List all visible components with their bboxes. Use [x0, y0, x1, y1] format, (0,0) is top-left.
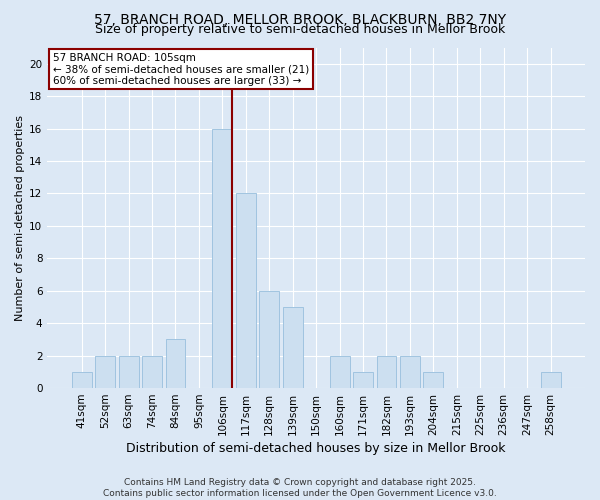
Bar — [541, 372, 560, 388]
Text: 57, BRANCH ROAD, MELLOR BROOK, BLACKBURN, BB2 7NY: 57, BRANCH ROAD, MELLOR BROOK, BLACKBURN… — [94, 12, 506, 26]
Text: Contains HM Land Registry data © Crown copyright and database right 2025.
Contai: Contains HM Land Registry data © Crown c… — [103, 478, 497, 498]
Bar — [119, 356, 139, 388]
Bar — [236, 194, 256, 388]
X-axis label: Distribution of semi-detached houses by size in Mellor Brook: Distribution of semi-detached houses by … — [127, 442, 506, 455]
Text: 57 BRANCH ROAD: 105sqm
← 38% of semi-detached houses are smaller (21)
60% of sem: 57 BRANCH ROAD: 105sqm ← 38% of semi-det… — [53, 52, 309, 86]
Bar — [283, 307, 302, 388]
Bar — [424, 372, 443, 388]
Bar — [353, 372, 373, 388]
Bar — [377, 356, 397, 388]
Text: Size of property relative to semi-detached houses in Mellor Brook: Size of property relative to semi-detach… — [95, 22, 505, 36]
Bar — [212, 128, 232, 388]
Bar — [166, 340, 185, 388]
Bar — [329, 356, 350, 388]
Bar — [400, 356, 420, 388]
Y-axis label: Number of semi-detached properties: Number of semi-detached properties — [15, 115, 25, 321]
Bar — [259, 291, 279, 388]
Bar — [72, 372, 92, 388]
Bar — [95, 356, 115, 388]
Bar — [142, 356, 162, 388]
